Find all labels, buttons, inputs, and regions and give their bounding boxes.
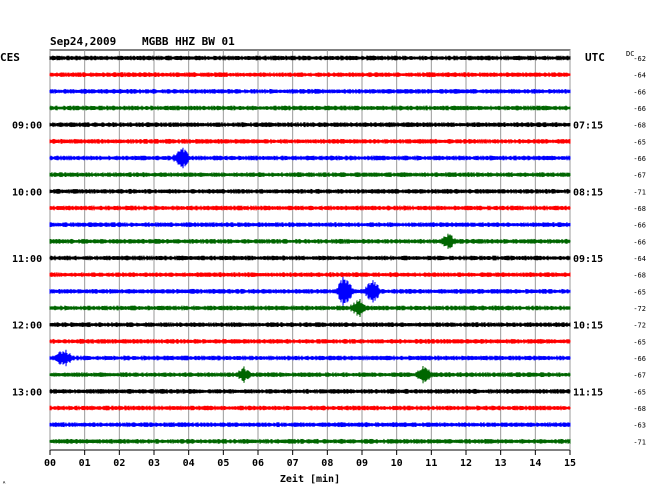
dc-offset-label: -72: [633, 322, 646, 330]
x-tick-label: 06: [252, 458, 264, 469]
trace-row: [49, 422, 571, 428]
dc-offset-label: -65: [633, 138, 646, 146]
x-tick-label: 00: [44, 458, 56, 469]
dc-offset-label: -66: [633, 238, 646, 246]
trace-row: [49, 255, 571, 261]
right-hour-label: 08:15: [573, 187, 603, 198]
dc-offset-label: -65: [633, 338, 646, 346]
dc-offset-label: -66: [633, 105, 646, 113]
dc-offset-label: -62: [633, 55, 646, 63]
trace-row: [49, 365, 571, 384]
dc-offset-label: -71: [633, 438, 646, 446]
x-axis-label: Zeit [min]: [280, 473, 340, 485]
dc-offset-label: -65: [633, 288, 646, 296]
dc-offset-label: -67: [633, 372, 646, 380]
x-tick-label: 04: [183, 458, 195, 469]
trace-row: [49, 272, 571, 278]
trace-row: [49, 438, 571, 444]
right-hour-label: 09:15: [573, 254, 603, 265]
trace-row: [49, 172, 571, 178]
trace-row: [49, 298, 571, 318]
left-timezone-label: CES: [0, 51, 20, 64]
dc-header-label: DC: [626, 50, 634, 58]
x-tick-label: 03: [148, 458, 160, 469]
dc-offset-label: -66: [633, 355, 646, 363]
trace-row: [49, 222, 571, 228]
trace-row: [49, 72, 571, 78]
dc-offset-label: -68: [633, 205, 646, 213]
x-tick-label: 01: [79, 458, 91, 469]
dc-offset-label: -68: [633, 405, 646, 413]
trace-row: [49, 122, 571, 128]
trace-row: [49, 147, 571, 169]
left-hour-label: 12:00: [12, 321, 42, 332]
x-tick-label: 15: [564, 458, 576, 469]
x-tick-label: 08: [321, 458, 333, 469]
dc-offset-label: -63: [633, 422, 646, 430]
x-tick-label: 07: [287, 458, 299, 469]
x-tick-label: 05: [217, 458, 229, 469]
plot-date: Sep24,2009: [50, 35, 116, 48]
dc-offset-label: -65: [633, 388, 646, 396]
trace-row: [49, 55, 571, 61]
dc-offset-label: -64: [633, 255, 646, 263]
x-tick-label: 13: [495, 458, 507, 469]
dc-offset-label: -68: [633, 122, 646, 130]
trace-row: [49, 188, 571, 194]
trace-row: [49, 349, 571, 367]
corner-mark: ᴬ: [2, 479, 6, 488]
dc-offset-label: -71: [633, 188, 646, 196]
trace-row: [49, 88, 571, 94]
x-tick-label: 09: [356, 458, 368, 469]
dc-offset-label: -66: [633, 155, 646, 163]
right-timezone-label: UTC: [585, 51, 605, 64]
dc-offset-label: -66: [633, 88, 646, 96]
x-tick-label: 02: [113, 458, 125, 469]
trace-row: [49, 405, 571, 411]
dc-offset-label: -68: [633, 272, 646, 280]
left-hour-label: 09:00: [12, 121, 42, 132]
dc-offset-label: -67: [633, 172, 646, 180]
trace-row: [49, 233, 571, 249]
right-hour-label: 10:15: [573, 321, 603, 332]
trace-row: [49, 105, 571, 111]
plot-station: MGBB HHZ BW 01: [142, 35, 235, 48]
left-hour-label: 10:00: [12, 187, 42, 198]
trace-row: [49, 338, 571, 344]
dc-offset-label: -66: [633, 222, 646, 230]
right-hour-label: 11:15: [573, 387, 603, 398]
trace-row: [49, 322, 571, 328]
x-tick-label: 10: [391, 458, 403, 469]
left-hour-label: 13:00: [12, 387, 42, 398]
left-hour-label: 11:00: [12, 254, 42, 265]
trace-row: [49, 388, 571, 394]
right-hour-label: 07:15: [573, 121, 603, 132]
x-tick-label: 12: [460, 458, 472, 469]
x-tick-label: 14: [529, 458, 541, 469]
x-tick-label: 11: [425, 458, 437, 469]
trace-row: [49, 138, 571, 144]
dc-offset-label: -64: [633, 72, 646, 80]
trace-row: [49, 276, 571, 306]
dc-offset-label: -72: [633, 305, 646, 313]
trace-row: [49, 205, 571, 211]
